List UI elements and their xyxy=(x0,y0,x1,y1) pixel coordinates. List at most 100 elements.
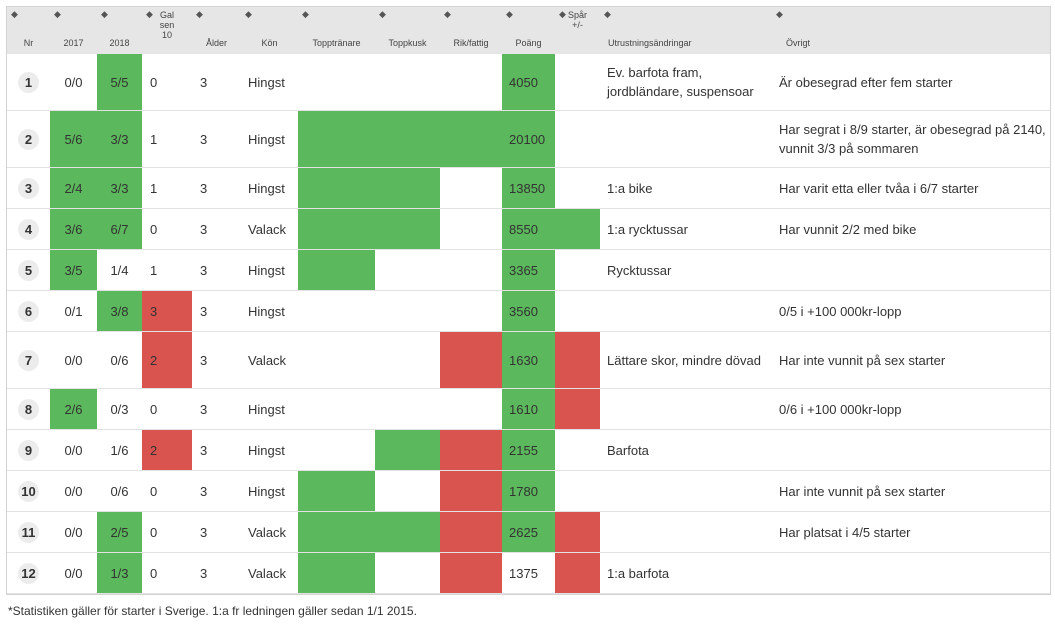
col-header-nr[interactable]: ◆ Nr xyxy=(7,7,50,54)
cell-kon: Valack xyxy=(241,208,298,250)
cell-poang: 20100 xyxy=(502,110,555,168)
cell-kon: Hingst xyxy=(241,110,298,168)
cell-galsen: 0 xyxy=(142,388,192,430)
sort-icon[interactable]: ◆ xyxy=(444,9,451,19)
cell-alder: 3 xyxy=(192,470,241,512)
sort-icon[interactable]: ◆ xyxy=(196,9,203,19)
cell-galsen: 3 xyxy=(142,290,192,332)
col-header-spar[interactable]: ◆ Spår +/- xyxy=(555,7,600,54)
sort-icon[interactable]: ◆ xyxy=(379,9,386,19)
cell-2017: 0/0 xyxy=(50,54,97,111)
cell-toppkusk xyxy=(375,552,440,594)
sort-icon[interactable]: ◆ xyxy=(302,9,309,19)
table-row: 2 5/6 3/3 1 3 Hingst 20100 Har segrat i … xyxy=(7,110,1050,168)
cell-kon: Hingst xyxy=(241,167,298,209)
table-row: 8 2/6 0/3 0 3 Hingst 1610 0/6 i +100 000… xyxy=(7,388,1050,430)
cell-alder: 3 xyxy=(192,208,241,250)
sort-icon[interactable]: ◆ xyxy=(101,9,108,19)
cell-spar xyxy=(555,208,600,250)
nr-cell: 12 xyxy=(7,552,50,594)
cell-poang: 1780 xyxy=(502,470,555,512)
cell-ovrigt xyxy=(772,552,1050,594)
col-header-poang[interactable]: ◆ Poäng xyxy=(502,7,555,54)
cell-poang: 1630 xyxy=(502,331,555,389)
cell-rikfattig xyxy=(440,552,502,594)
nr-badge: 5 xyxy=(18,259,39,281)
cell-galsen: 1 xyxy=(142,167,192,209)
cell-spar xyxy=(555,470,600,512)
cell-ovrigt: Har segrat i 8/9 starter, är obesegrad p… xyxy=(772,110,1050,168)
cell-spar xyxy=(555,429,600,471)
cell-alder: 3 xyxy=(192,54,241,111)
cell-2018: 5/5 xyxy=(97,54,142,111)
sort-icon[interactable]: ◆ xyxy=(604,9,611,19)
table-row: 1 0/0 5/5 0 3 Hingst 4050 Ev. barfota fr… xyxy=(7,54,1050,111)
nr-badge: 12 xyxy=(18,562,39,584)
cell-spar xyxy=(555,167,600,209)
cell-kon: Valack xyxy=(241,552,298,594)
sort-icon[interactable]: ◆ xyxy=(245,9,252,19)
cell-2018: 1/4 xyxy=(97,249,142,291)
cell-topptranare xyxy=(298,470,375,512)
cell-galsen: 0 xyxy=(142,208,192,250)
nr-cell: 1 xyxy=(7,54,50,111)
cell-toppkusk xyxy=(375,429,440,471)
col-header-ovrigt[interactable]: ◆ Övrigt xyxy=(772,7,1050,54)
col-header-2018[interactable]: ◆ 2018 xyxy=(97,7,142,54)
cell-toppkusk xyxy=(375,331,440,389)
cell-2017: 3/5 xyxy=(50,249,97,291)
cell-2017: 5/6 xyxy=(50,110,97,168)
cell-2018: 3/3 xyxy=(97,167,142,209)
cell-utrustning xyxy=(600,511,772,553)
col-header-toppkusk[interactable]: ◆ Toppkusk xyxy=(375,7,440,54)
nr-badge: 7 xyxy=(18,349,39,371)
sort-icon[interactable]: ◆ xyxy=(506,9,513,19)
cell-kon: Hingst xyxy=(241,470,298,512)
cell-spar xyxy=(555,552,600,594)
nr-cell: 8 xyxy=(7,388,50,430)
cell-topptranare xyxy=(298,331,375,389)
cell-2018: 1/3 xyxy=(97,552,142,594)
table-row: 12 0/0 1/3 0 3 Valack 1375 1:a barfota xyxy=(7,552,1050,594)
nr-badge: 4 xyxy=(18,218,39,240)
cell-alder: 3 xyxy=(192,331,241,389)
cell-ovrigt: Har inte vunnit på sex starter xyxy=(772,331,1050,389)
cell-2017: 2/4 xyxy=(50,167,97,209)
table-row: 11 0/0 2/5 0 3 Valack 2625 Har platsat i… xyxy=(7,511,1050,553)
cell-toppkusk xyxy=(375,208,440,250)
nr-badge: 6 xyxy=(18,300,39,322)
cell-rikfattig xyxy=(440,290,502,332)
cell-2017: 0/1 xyxy=(50,290,97,332)
cell-toppkusk xyxy=(375,470,440,512)
cell-alder: 3 xyxy=(192,429,241,471)
sort-icon[interactable]: ◆ xyxy=(776,9,783,19)
cell-toppkusk xyxy=(375,54,440,111)
cell-kon: Valack xyxy=(241,511,298,553)
sort-icon[interactable]: ◆ xyxy=(146,9,153,19)
cell-2018: 6/7 xyxy=(97,208,142,250)
sort-icon[interactable]: ◆ xyxy=(54,9,61,19)
col-header-rikfattig[interactable]: ◆ Rik/fattig xyxy=(440,7,502,54)
cell-galsen: 2 xyxy=(142,429,192,471)
col-header-kon[interactable]: ◆ Kön xyxy=(241,7,298,54)
col-header-galsen[interactable]: ◆ Gal sen 10 xyxy=(142,7,192,54)
col-header-topptranare[interactable]: ◆ Topptränare xyxy=(298,7,375,54)
cell-rikfattig xyxy=(440,331,502,389)
nr-badge: 9 xyxy=(18,439,39,461)
col-header-2017[interactable]: ◆ 2017 xyxy=(50,7,97,54)
cell-topptranare xyxy=(298,167,375,209)
cell-ovrigt xyxy=(772,429,1050,471)
cell-2017: 0/0 xyxy=(50,331,97,389)
cell-ovrigt: 0/5 i +100 000kr-lopp xyxy=(772,290,1050,332)
sort-icon[interactable]: ◆ xyxy=(11,9,18,19)
table-row: 3 2/4 3/3 1 3 Hingst 13850 1:a bike Har … xyxy=(7,167,1050,209)
cell-utrustning: 1:a rycktussar xyxy=(600,208,772,250)
cell-ovrigt: Har vunnit 2/2 med bike xyxy=(772,208,1050,250)
table-row: 7 0/0 0/6 2 3 Valack 1630 Lättare skor, … xyxy=(7,331,1050,389)
cell-rikfattig xyxy=(440,110,502,168)
cell-2017: 0/0 xyxy=(50,470,97,512)
col-header-alder[interactable]: ◆ Ålder xyxy=(192,7,241,54)
sort-icon[interactable]: ◆ xyxy=(559,9,566,19)
cell-alder: 3 xyxy=(192,110,241,168)
col-header-utrustning[interactable]: ◆ Utrustningsändringar xyxy=(600,7,772,54)
